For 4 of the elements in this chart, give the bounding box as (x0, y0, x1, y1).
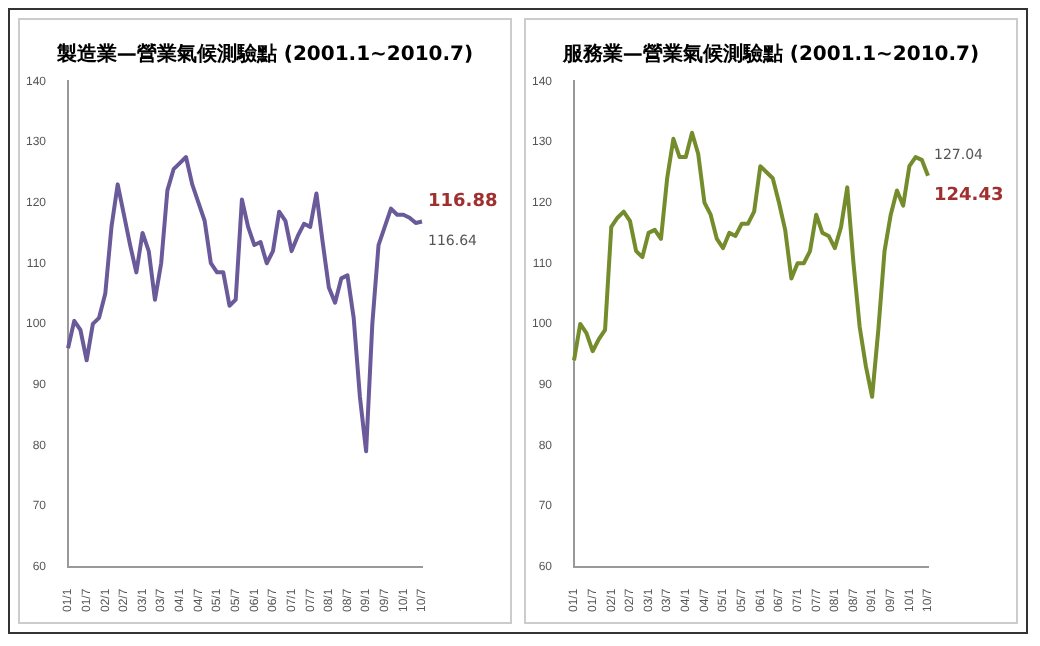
text: 116.88 (428, 192, 498, 213)
text: 124.43 (934, 186, 1004, 207)
chart-title: 服務業—營業氣候測驗點 (2001.1~2010.7) (560, 41, 982, 68)
chart-title: 製造業—營業氣候測驗點 (2001.1~2010.7) (54, 41, 476, 68)
